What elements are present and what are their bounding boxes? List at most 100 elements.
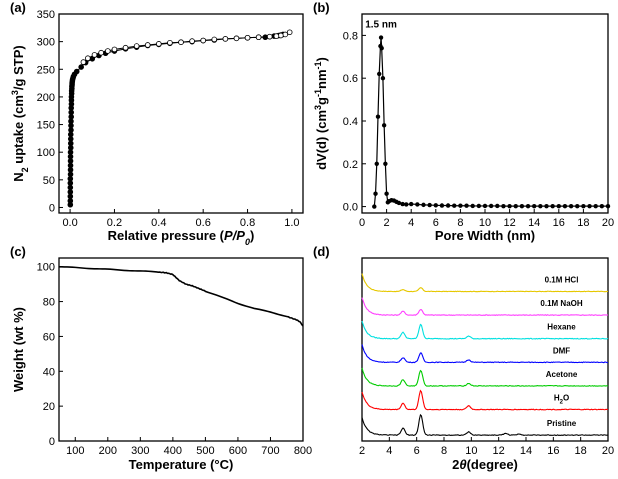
plot-frame-4: [362, 258, 608, 441]
x-tick-label: 18: [575, 445, 587, 457]
pore-data-point: [575, 204, 579, 208]
panel-label-b: (b): [313, 0, 330, 15]
panel-label-d: (d): [313, 244, 330, 259]
x-tick-label: 0: [359, 217, 365, 229]
desorption-point: [201, 38, 206, 43]
desorption-point: [278, 33, 283, 38]
adsorption-point: [74, 69, 79, 74]
desorption-point: [123, 45, 128, 50]
pxrd-pattern-line: [362, 345, 608, 363]
y-tick-label: 200: [37, 92, 55, 104]
y-axis-label: Weight (wt %): [11, 307, 26, 392]
pore-data-point: [373, 192, 377, 196]
x-tick-label: 1.0: [284, 217, 299, 229]
pore-data-point: [409, 202, 413, 206]
desorption-point: [105, 49, 110, 54]
y-tick-label: 60: [43, 331, 55, 343]
y-tick-label: 0: [49, 202, 55, 214]
x-tick-label: 16: [553, 217, 565, 229]
x-tick-label: 20: [602, 445, 614, 457]
y-tick-label: 100: [37, 262, 55, 274]
isotherm-line-filled: [70, 34, 283, 204]
plot-frame-2: [362, 14, 608, 213]
pore-data-point: [376, 115, 380, 119]
pore-data-point: [464, 204, 468, 208]
pore-data-point: [587, 204, 591, 208]
x-tick-label: 400: [164, 445, 182, 457]
adsorption-point: [79, 65, 84, 70]
desorption-point: [274, 34, 279, 39]
desorption-point: [85, 56, 90, 61]
series-label: Acetone: [546, 370, 578, 379]
pxrd-pattern-line: [362, 391, 608, 410]
pore-data-point: [458, 204, 462, 208]
pore-data-point: [375, 162, 379, 166]
tga-curve: [59, 267, 303, 326]
desorption-point: [190, 39, 195, 44]
series-label: 0.1M NaOH: [540, 299, 582, 308]
y-tick-label: 0: [49, 436, 55, 448]
desorption-point: [156, 41, 161, 46]
pore-data-point: [397, 201, 401, 205]
x-tick-label: 2: [384, 217, 390, 229]
x-tick-label: 200: [99, 445, 117, 457]
y-tick-label: 0.8: [343, 30, 358, 42]
y-tick-label: 0.2: [343, 159, 358, 171]
desorption-point: [179, 40, 184, 45]
x-tick-label: 14: [520, 445, 532, 457]
x-tick-label: 16: [547, 445, 559, 457]
pore-data-point: [440, 203, 444, 207]
desorption-point: [223, 36, 228, 41]
x-tick-label: 4: [386, 445, 392, 457]
x-tick-label: 700: [261, 445, 279, 457]
x-tick-label: 300: [131, 445, 149, 457]
x-tick-label: 4: [408, 217, 414, 229]
pore-data-point: [594, 204, 598, 208]
pore-data-point: [427, 203, 431, 207]
x-axis-label: Pore Width (nm): [435, 228, 535, 243]
pore-data-point: [404, 202, 408, 206]
pore-data-point: [538, 204, 542, 208]
pore-data-point: [415, 202, 419, 206]
pore-data-point: [514, 204, 518, 208]
desorption-point: [234, 36, 239, 41]
desorption-point: [112, 47, 117, 52]
desorption-point: [134, 44, 139, 49]
peak-annotation: 1.5 nm: [365, 20, 397, 31]
pore-data-point: [477, 204, 481, 208]
desorption-point: [92, 53, 97, 58]
pore-data-point: [606, 204, 610, 208]
desorption-point: [99, 50, 104, 55]
y-tick-label: 80: [43, 297, 55, 309]
desorption-point: [168, 40, 173, 45]
x-tick-label: 8: [441, 445, 447, 457]
pore-data-point: [495, 204, 499, 208]
desorption-point: [256, 35, 261, 40]
series-label: 0.1M HCl: [545, 275, 579, 284]
y-tick-label: 100: [37, 147, 55, 159]
pore-data-point: [434, 203, 438, 207]
x-axis-label: 2θ(degree): [452, 457, 518, 472]
pore-data-point: [471, 204, 475, 208]
pore-data-point: [600, 204, 604, 208]
series-label: DMF: [553, 346, 570, 355]
series-label: H2O: [554, 394, 569, 406]
desorption-point: [287, 30, 292, 35]
pore-data-point: [489, 204, 493, 208]
y-axis-label: dV(d) (cm3g-1nm-1): [313, 57, 329, 170]
y-tick-label: 0.4: [343, 116, 358, 128]
panel-label-a: (a): [10, 0, 26, 15]
y-tick-label: 40: [43, 366, 55, 378]
y-tick-label: 0.0: [343, 202, 358, 214]
plot-frame-3: [59, 258, 303, 441]
pore-data-point: [379, 35, 383, 39]
pore-data-point: [507, 204, 511, 208]
pore-data-point: [557, 204, 561, 208]
pore-data-point: [384, 192, 388, 196]
x-tick-label: 600: [229, 445, 247, 457]
x-axis-label: Temperature (°C): [129, 457, 234, 472]
x-tick-label: 12: [493, 445, 505, 457]
pore-data-point: [446, 203, 450, 207]
y-tick-label: 250: [37, 64, 55, 76]
